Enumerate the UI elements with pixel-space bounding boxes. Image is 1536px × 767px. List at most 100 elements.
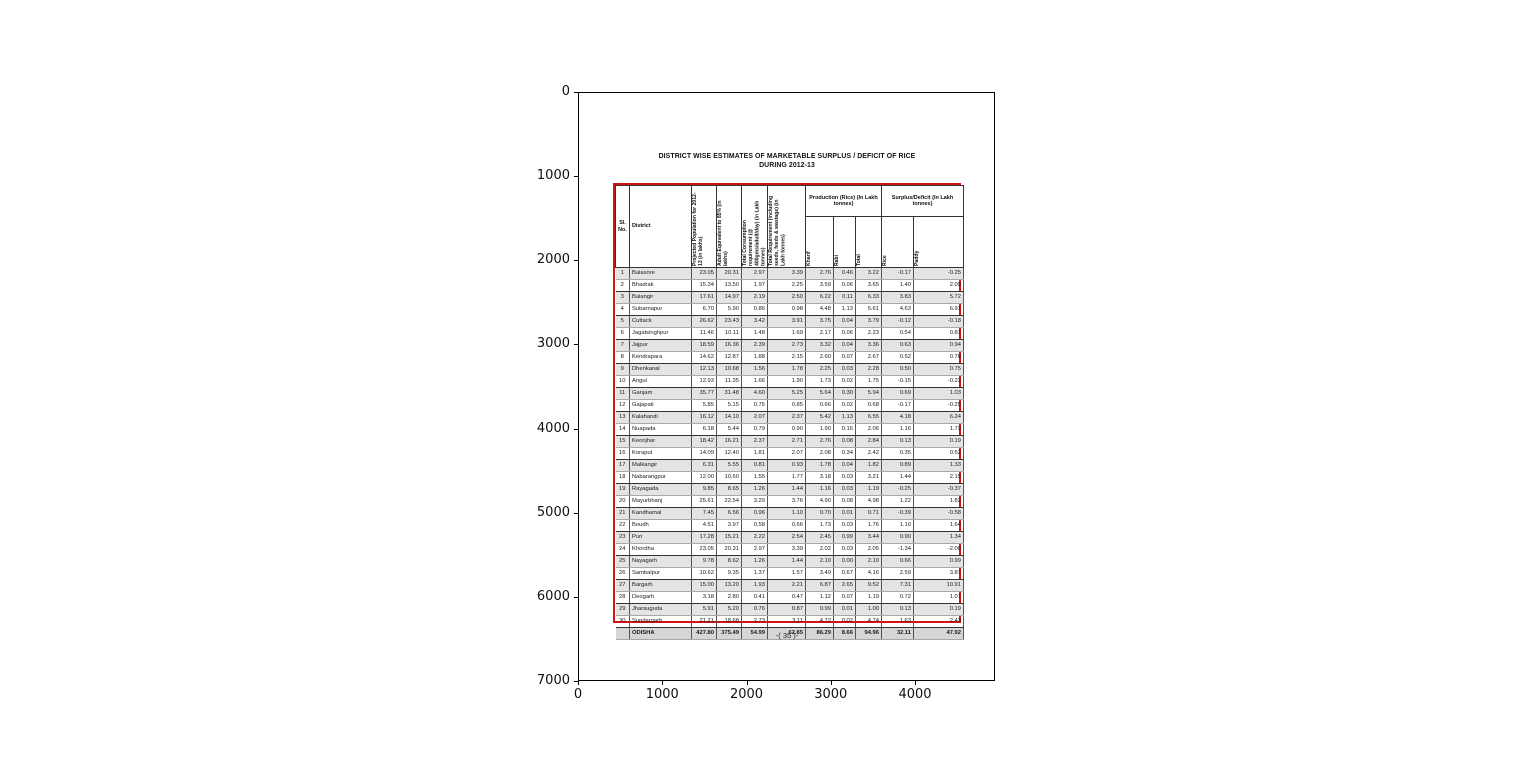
district-cell: Gajapati <box>629 399 692 412</box>
y-tick-label: 2000 <box>536 252 570 268</box>
district-cell: Bhadrak <box>629 279 692 292</box>
value-cell: 23.05 <box>691 267 717 280</box>
value-cell: 1.40 <box>881 279 914 292</box>
x-tick-label: 0 <box>573 687 583 702</box>
value-cell: 4.16 <box>855 567 882 580</box>
value-cell: 0.50 <box>881 363 914 376</box>
value-cell: 0.70 <box>805 507 834 520</box>
value-cell: 2.84 <box>855 435 882 448</box>
value-cell: -0.39 <box>881 507 914 520</box>
table-header: Sl. No. District Projected Population fo… <box>615 185 964 268</box>
y-tick-mark <box>574 344 578 346</box>
x-tick-label: 4000 <box>898 687 932 702</box>
value-cell: 2.73 <box>741 615 768 628</box>
value-cell: 1.69 <box>767 327 806 340</box>
table-row: 2 Bhadrak 15.34 13.50 1.97 2.25 3.59 0.06 3.65 1.… <box>615 279 964 292</box>
value-cell: 0.41 <box>741 591 768 604</box>
value-cell: 0.54 <box>881 327 914 340</box>
value-cell: 10.62 <box>691 567 717 580</box>
value-cell: 0.47 <box>767 591 806 604</box>
table-row: 20 Mayurbhanj 25.61 22.54 3.29 3.76 4.90 0.08 4.… <box>615 495 964 508</box>
table-row: 17 Malkangir 6.31 5.55 0.81 0.93 1.78 0.04 1.82 0… <box>615 459 964 472</box>
value-cell: 1.13 <box>833 303 856 316</box>
value-cell: 1.03 <box>913 387 964 400</box>
value-cell: 13.50 <box>716 279 742 292</box>
value-cell: 0.76 <box>741 603 768 616</box>
value-cell: 1.97 <box>741 279 768 292</box>
district-cell: Dhenkanal <box>629 363 692 376</box>
table-row: 8 Kendrapara 14.62 12.87 1.88 2.15 2.60 0.07 2.6… <box>615 351 964 364</box>
value-cell: 1.93 <box>741 579 768 592</box>
district-cell: Jagatsinghpur <box>629 327 692 340</box>
value-cell: 0.99 <box>805 603 834 616</box>
value-cell: 1.73 <box>913 423 964 436</box>
table-row: 5 Cuttack 26.62 23.43 3.42 3.91 3.75 0.04 3.79 -0… <box>615 315 964 328</box>
value-cell: 2.23 <box>855 327 882 340</box>
value-cell: 4.72 <box>805 615 834 628</box>
value-cell: 0.98 <box>767 303 806 316</box>
value-cell: 6.91 <box>913 303 964 316</box>
value-cell: 3.79 <box>855 315 882 328</box>
value-cell: 9.85 <box>691 483 717 496</box>
value-cell: 12.87 <box>716 351 742 364</box>
value-cell: 2.02 <box>805 543 834 556</box>
value-cell: 3.44 <box>855 531 882 544</box>
value-cell: 0.34 <box>833 447 856 460</box>
value-cell: 12.40 <box>716 447 742 460</box>
value-cell: 2.15 <box>913 471 964 484</box>
value-cell: 18 <box>615 471 630 484</box>
value-cell: 3.76 <box>767 495 806 508</box>
value-cell: 2.19 <box>741 291 768 304</box>
value-cell: 2.10 <box>805 555 834 568</box>
table-row: 21 Kandhamal 7.45 6.56 0.96 1.10 0.70 0.01 0.71-… <box>615 507 964 520</box>
value-cell: 2.07 <box>767 447 806 460</box>
value-cell: 15.21 <box>716 531 742 544</box>
value-cell: 2.42 <box>855 447 882 460</box>
value-cell: 3.22 <box>855 267 882 280</box>
value-cell: 23.43 <box>716 315 742 328</box>
value-cell: 14.10 <box>716 411 742 424</box>
value-cell: 4.18 <box>881 411 914 424</box>
value-cell: 6.33 <box>855 291 882 304</box>
value-cell: 1.88 <box>741 351 768 364</box>
value-cell: 1.78 <box>805 459 834 472</box>
value-cell: 1.81 <box>741 447 768 460</box>
value-cell: 1.44 <box>881 471 914 484</box>
value-cell: 14.09 <box>691 447 717 460</box>
value-cell: 2.06 <box>855 423 882 436</box>
value-cell: 6.22 <box>805 291 834 304</box>
col-header-kharif: Kharif <box>805 216 834 268</box>
value-cell: 1.90 <box>805 423 834 436</box>
value-cell: 18.42 <box>691 435 717 448</box>
value-cell: 2.73 <box>767 339 806 352</box>
col-header-paddy: Paddy <box>913 216 964 268</box>
value-cell: 0.08 <box>833 495 856 508</box>
district-cell: Kendrapara <box>629 351 692 364</box>
value-cell: 12.93 <box>691 375 717 388</box>
value-cell: 1.16 <box>881 423 914 436</box>
value-cell: 9.35 <box>716 567 742 580</box>
value-cell: 2 <box>615 279 630 292</box>
value-cell: -0.25 <box>881 483 914 496</box>
value-cell: 10 <box>615 375 630 388</box>
value-cell: 0.02 <box>833 399 856 412</box>
col-header-rabi: Rabi <box>833 216 856 268</box>
table-row: 6 Jagatsinghpur 11.46 10.11 1.48 1.69 2.17 0.06… <box>615 327 964 340</box>
value-cell: 21 <box>615 507 630 520</box>
value-cell: 21.21 <box>691 615 717 628</box>
table-row: 26 Sambalpur 10.62 9.35 1.37 1.57 3.49 0.67 4.16… <box>615 567 964 580</box>
value-cell: 0.30 <box>833 387 856 400</box>
value-cell: 2.37 <box>741 435 768 448</box>
y-tick-mark <box>574 596 578 598</box>
table-title-line1: DISTRICT WISE ESTIMATES OF MARKETABLE SU… <box>658 153 916 160</box>
value-cell: 375.49 <box>716 627 742 640</box>
value-cell: 18.59 <box>691 339 717 352</box>
value-cell: 0.96 <box>741 507 768 520</box>
x-tick-label: 1000 <box>645 687 679 702</box>
value-cell: 0.07 <box>833 591 856 604</box>
value-cell: 10.91 <box>913 579 964 592</box>
col-group-surplus-deficit: Surplus/Deficit (In Lakh tonnes) <box>881 185 964 217</box>
value-cell: 5.64 <box>805 387 834 400</box>
table-title-line2: DURING 2012-13 <box>759 161 815 169</box>
value-cell: 0.99 <box>833 531 856 544</box>
